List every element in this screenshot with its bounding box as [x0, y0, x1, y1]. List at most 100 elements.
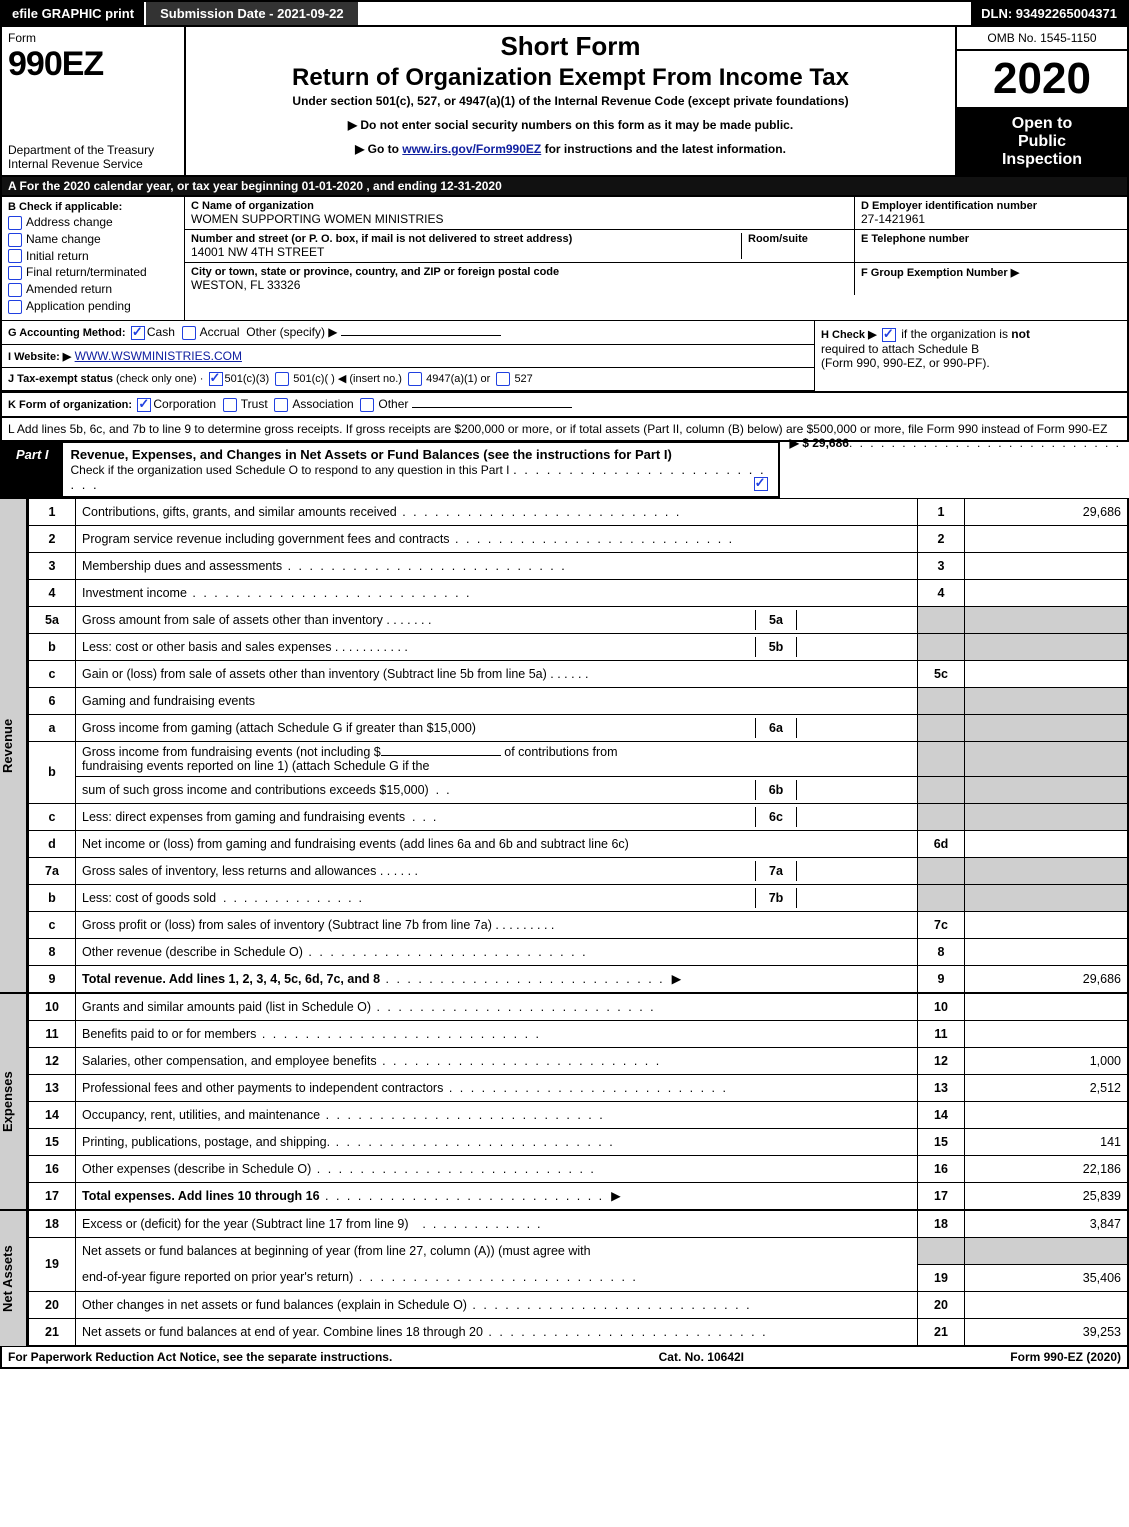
- line-g-accounting: G Accounting Method: Cash Accrual Other …: [2, 321, 814, 345]
- city-value: WESTON, FL 33326: [191, 278, 848, 292]
- table-row: 7aGross sales of inventory, less returns…: [28, 857, 1128, 884]
- table-row: 9Total revenue. Add lines 1, 2, 3, 4, 5c…: [28, 965, 1128, 992]
- check-amended[interactable]: [8, 283, 22, 297]
- table-row: 16Other expenses (describe in Schedule O…: [28, 1155, 1128, 1182]
- check-accrual[interactable]: [182, 326, 196, 340]
- ein-value: 27-1421961: [861, 212, 1121, 226]
- dept-irs: Internal Revenue Service: [8, 157, 178, 171]
- check-assoc[interactable]: [274, 398, 288, 412]
- dln: DLN: 93492265004371: [971, 2, 1127, 25]
- line-h-schedule-b: H Check ▶ if the organization is not req…: [814, 321, 1127, 391]
- net-assets-table: 18Excess or (deficit) for the year (Subt…: [27, 1210, 1129, 1347]
- check-final-return[interactable]: [8, 266, 22, 280]
- room-label: Room/suite: [748, 233, 848, 245]
- check-other-org[interactable]: [360, 398, 374, 412]
- check-cash[interactable]: [131, 326, 145, 340]
- form-header: Form 990EZ Department of the Treasury In…: [0, 25, 1129, 177]
- footer-formno: Form 990-EZ (2020): [1010, 1350, 1121, 1364]
- sidebar-net-assets: Net Assets: [0, 1210, 27, 1347]
- table-row: 6Gaming and fundraising events: [28, 687, 1128, 714]
- goto-instructions: ▶ Go to www.irs.gov/Form990EZ for instru…: [194, 142, 947, 156]
- under-section: Under section 501(c), 527, or 4947(a)(1)…: [194, 94, 947, 108]
- short-form-title: Short Form: [194, 31, 947, 62]
- line-k-org-form: K Form of organization: Corporation Trus…: [0, 393, 1129, 418]
- return-title: Return of Organization Exempt From Incom…: [194, 64, 947, 92]
- top-bar: efile GRAPHIC print Submission Date - 20…: [0, 0, 1129, 25]
- irs-link[interactable]: www.irs.gov/Form990EZ: [402, 142, 541, 156]
- table-row: 3Membership dues and assessments3: [28, 552, 1128, 579]
- check-501c3[interactable]: [209, 372, 223, 386]
- table-row: 18Excess or (deficit) for the year (Subt…: [28, 1210, 1128, 1237]
- part-i-header: Part I Revenue, Expenses, and Changes in…: [0, 442, 780, 498]
- table-row: bLess: cost or other basis and sales exp…: [28, 633, 1128, 660]
- table-row: bGross income from fundraising events (n…: [28, 741, 1128, 776]
- table-row: bLess: cost of goods sold . . . . . . . …: [28, 884, 1128, 911]
- table-row: 14Occupancy, rent, utilities, and mainte…: [28, 1101, 1128, 1128]
- d-ein-label: D Employer identification number: [861, 200, 1121, 212]
- check-501c[interactable]: [275, 372, 289, 386]
- table-row: 8Other revenue (describe in Schedule O)8: [28, 938, 1128, 965]
- line-j-tax-exempt: J Tax-exempt status (check only one) · 5…: [2, 368, 814, 391]
- check-corp[interactable]: [137, 398, 151, 412]
- table-row: 12Salaries, other compensation, and empl…: [28, 1047, 1128, 1074]
- table-row: 1Contributions, gifts, grants, and simil…: [28, 498, 1128, 525]
- table-row: 5aGross amount from sale of assets other…: [28, 606, 1128, 633]
- check-name-change[interactable]: [8, 233, 22, 247]
- dept-treasury: Department of the Treasury: [8, 143, 178, 157]
- e-phone-label: E Telephone number: [861, 233, 1121, 245]
- part-i-sub: Check if the organization used Schedule …: [71, 463, 510, 477]
- revenue-table: 1Contributions, gifts, grants, and simil…: [27, 498, 1129, 993]
- table-row: 10Grants and similar amounts paid (list …: [28, 993, 1128, 1020]
- check-schedule-o[interactable]: [754, 477, 768, 491]
- omb-number: OMB No. 1545-1150: [957, 27, 1127, 51]
- form-number: 990EZ: [8, 45, 178, 84]
- tax-year: 2020: [957, 51, 1127, 109]
- street-label: Number and street (or P. O. box, if mail…: [191, 233, 741, 245]
- table-row: cGross profit or (loss) from sales of in…: [28, 911, 1128, 938]
- part-i-tag: Part I: [2, 443, 63, 496]
- table-row: 11Benefits paid to or for members11: [28, 1020, 1128, 1047]
- org-name: WOMEN SUPPORTING WOMEN MINISTRIES: [191, 212, 848, 226]
- expenses-table: 10Grants and similar amounts paid (list …: [27, 993, 1129, 1210]
- c-name-label: C Name of organization: [191, 200, 848, 212]
- check-trust[interactable]: [223, 398, 237, 412]
- part-i-title: Revenue, Expenses, and Changes in Net As…: [71, 447, 672, 462]
- sidebar-expenses: Expenses: [0, 993, 27, 1210]
- check-app-pending[interactable]: [8, 300, 22, 314]
- check-527[interactable]: [496, 372, 510, 386]
- table-row: 17Total expenses. Add lines 10 through 1…: [28, 1182, 1128, 1209]
- check-h[interactable]: [882, 328, 896, 342]
- line-i-website: I Website: ▶ WWW.WSWMINISTRIES.COM: [2, 345, 814, 368]
- line-a-calendar-year: A For the 2020 calendar year, or tax yea…: [0, 177, 1129, 197]
- efile-print-btn[interactable]: efile GRAPHIC print: [2, 2, 146, 25]
- submission-date: Submission Date - 2021-09-22: [146, 2, 358, 25]
- table-row: 15Printing, publications, postage, and s…: [28, 1128, 1128, 1155]
- table-row: cGain or (loss) from sale of assets othe…: [28, 660, 1128, 687]
- footer-row: For Paperwork Reduction Act Notice, see …: [0, 1347, 1129, 1369]
- table-row: 19Net assets or fund balances at beginni…: [28, 1237, 1128, 1264]
- table-row: aGross income from gaming (attach Schedu…: [28, 714, 1128, 741]
- check-address-change[interactable]: [8, 216, 22, 230]
- sidebar-revenue: Revenue: [0, 498, 27, 993]
- check-4947[interactable]: [408, 372, 422, 386]
- table-row: cLess: direct expenses from gaming and f…: [28, 803, 1128, 830]
- line-l-gross: L Add lines 5b, 6c, and 7b to line 9 to …: [0, 418, 1129, 442]
- form-word: Form: [8, 31, 178, 45]
- table-row: dNet income or (loss) from gaming and fu…: [28, 830, 1128, 857]
- table-row: sum of such gross income and contributio…: [28, 776, 1128, 803]
- city-label: City or town, state or province, country…: [191, 266, 848, 278]
- check-initial-return[interactable]: [8, 249, 22, 263]
- website-link[interactable]: WWW.WSWMINISTRIES.COM: [75, 349, 242, 363]
- table-row: 4Investment income4: [28, 579, 1128, 606]
- table-row: 13Professional fees and other payments t…: [28, 1074, 1128, 1101]
- warning-ssn: ▶ Do not enter social security numbers o…: [194, 118, 947, 132]
- table-row: 20Other changes in net assets or fund ba…: [28, 1291, 1128, 1318]
- street-value: 14001 NW 4TH STREET: [191, 245, 741, 259]
- table-row: 2Program service revenue including gover…: [28, 525, 1128, 552]
- open-to-public: Open to Public Inspection: [957, 109, 1127, 175]
- f-group-label: F Group Exemption Number ▶: [861, 266, 1121, 279]
- table-row: end-of-year figure reported on prior yea…: [28, 1264, 1128, 1291]
- section-b-checks: B Check if applicable: Address change Na…: [2, 197, 185, 320]
- table-row: 21Net assets or fund balances at end of …: [28, 1318, 1128, 1346]
- footer-left: For Paperwork Reduction Act Notice, see …: [8, 1350, 392, 1364]
